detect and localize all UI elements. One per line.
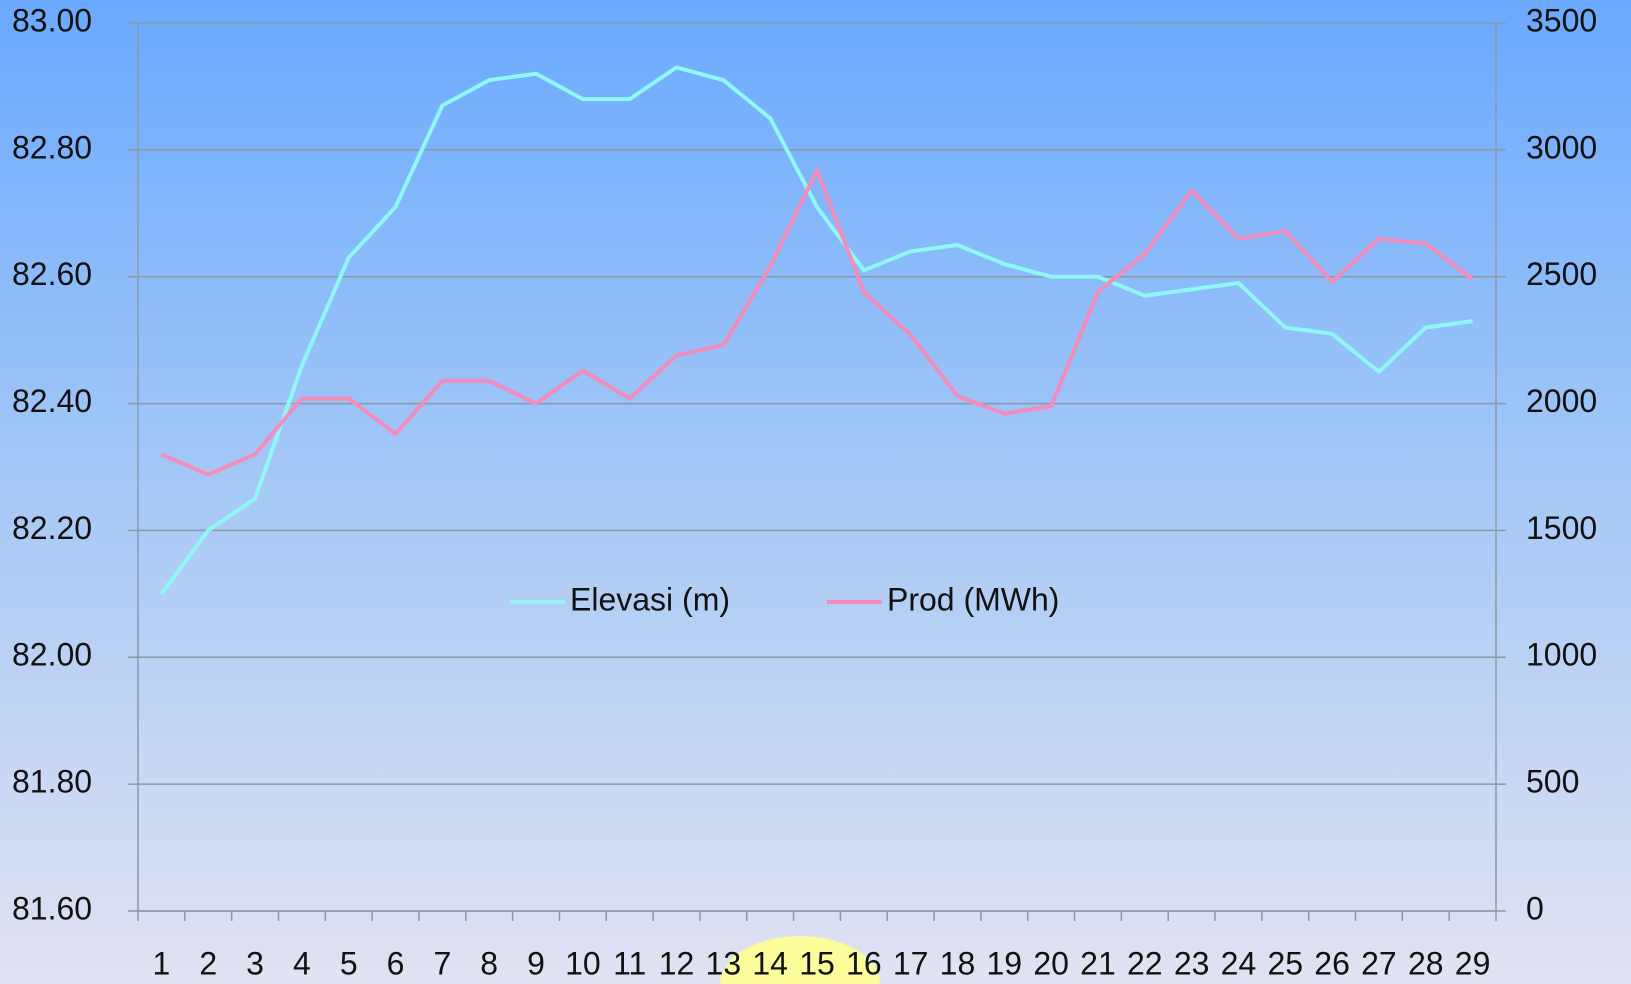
x-tick-label: 2 [199,945,217,981]
y-tick-label: 83.00 [12,2,92,38]
x-tick-label: 16 [846,945,882,981]
x-tick-label: 6 [387,945,405,981]
x-tick-label: 23 [1174,945,1210,981]
x-tick-label: 18 [940,945,976,981]
y2-tick-label: 3500 [1526,2,1597,38]
y2-tick-label: 0 [1526,890,1544,926]
plot: 81.60 81.80 82.00 82.20 82.40 82.60 82.80 83.00… [12,2,1597,981]
y2-tick-label: 1500 [1526,510,1597,546]
x-tick-label: 14 [752,945,788,981]
y-tick-label: 81.80 [12,764,92,800]
x-tick-label: 4 [293,945,311,981]
y-tick-label: 82.60 [12,256,92,292]
x-tick-label: 25 [1267,945,1303,981]
y-tick-label: 82.40 [12,383,92,419]
series-line [160,168,1474,477]
x-tick-label: 19 [987,945,1023,981]
x-tick-label: 28 [1408,945,1444,981]
sun [720,936,880,984]
x-tick-label: 1 [153,945,171,981]
x-tick-label: 13 [706,945,742,981]
y-tick-label: 82.20 [12,510,92,546]
x-tick-label: 7 [433,945,451,981]
legend-label: Prod (MWh) [887,581,1059,617]
legend-label: Elevasi (m) [570,581,730,617]
y2-tick-label: 2000 [1526,383,1597,419]
x-tick-label: 5 [340,945,358,981]
y2-tick-label: 1000 [1526,637,1597,673]
y-tick-label: 82.80 [12,129,92,165]
x-tick-label: 26 [1314,945,1350,981]
x-tick-label: 17 [893,945,929,981]
x-tick-label: 15 [799,945,835,981]
x-tick-label: 29 [1455,945,1491,981]
x-tick-label: 9 [527,945,545,981]
x-tick-label: 27 [1361,945,1397,981]
y-tick-label: 82.00 [12,637,92,673]
x-tick-label: 24 [1221,945,1257,981]
y2-tick-label: 500 [1526,764,1579,800]
x-tick-label: 8 [480,945,498,981]
y-tick-label: 81.60 [12,890,92,926]
x-tick-label: 22 [1127,945,1163,981]
x-tick-label: 20 [1033,945,1069,981]
y2-tick-label: 2500 [1526,256,1597,292]
x-tick-label: 3 [246,945,264,981]
x-tick-label: 11 [613,945,646,981]
x-tick-label: 10 [565,945,601,981]
x-tick-label: 12 [659,945,695,981]
x-tick-label: 21 [1080,945,1116,981]
series-line [159,65,1473,596]
y2-tick-label: 3000 [1526,129,1597,165]
